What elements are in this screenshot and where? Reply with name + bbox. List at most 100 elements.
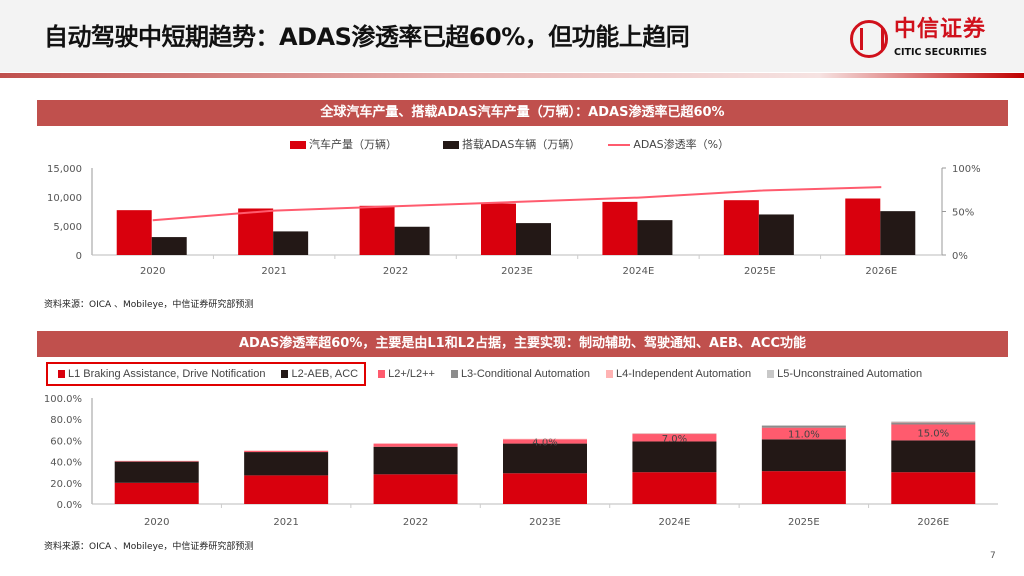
bar-segment: [114, 482, 199, 504]
bar-segment: [503, 473, 587, 504]
bar-segment: [891, 421, 976, 423]
legend-swatch: [608, 144, 631, 146]
bar-segment: [503, 439, 587, 444]
data-label: 15.0%: [917, 428, 949, 439]
legend-label: L5-Unconstrained Automation: [777, 368, 923, 380]
bar-adas: [516, 223, 551, 255]
legend-item: L1 Braking Assistance, Drive Notificatio…: [58, 367, 265, 381]
legend-swatch: [290, 141, 306, 149]
legend-swatch: [767, 370, 775, 378]
bar-production: [845, 198, 881, 255]
chart1: 0 5,000 10,000 15,000 0% 50% 100% 2020 2021 2022 2…: [47, 164, 981, 277]
chart2-legend: L1 Braking Assistance, Drive Notificatio…: [46, 362, 938, 386]
citic-logo-icon: [850, 20, 888, 58]
bar-production: [116, 210, 152, 255]
bar-production: [359, 205, 395, 255]
x-tick-label: 2026E: [865, 266, 897, 277]
bar-segment: [244, 452, 329, 476]
legend-label: L2-AEB, ACC: [291, 368, 359, 380]
x-tick-label: 2025E: [744, 266, 776, 277]
y-tick-label: 0: [76, 251, 82, 262]
data-label: 7.0%: [662, 434, 687, 445]
y-tick-label: 0.0%: [57, 500, 82, 511]
legend-swatch: [450, 370, 458, 378]
x-tick-label: 2021: [273, 517, 298, 528]
bar-segment: [244, 451, 329, 453]
y-tick-label: 40.0%: [50, 458, 82, 469]
y2-tick-label: 0%: [952, 251, 968, 262]
chart1-legend: 汽车产量（万辆） 搭载ADAS车辆（万辆） ADAS渗透率（%）: [290, 138, 745, 152]
bar-segment: [114, 461, 199, 483]
x-tick-label: 2026E: [917, 517, 949, 528]
bar-segment: [244, 475, 329, 504]
legend-item: L4-Independent Automation: [605, 367, 751, 381]
logo-text-cn: 中信证券: [894, 17, 987, 42]
bar-adas: [880, 211, 916, 255]
bar-adas: [394, 226, 430, 255]
x-tick-label: 2024E: [659, 517, 691, 528]
bar-segment: [761, 425, 846, 428]
bar-segment: [761, 427, 846, 440]
legend-label: ADAS渗透率（%）: [633, 138, 730, 151]
data-label: 4.0%: [532, 437, 557, 448]
legend-swatch: [58, 370, 65, 378]
bar-segment: [632, 434, 717, 442]
legend-label: 汽车产量（万辆）: [309, 138, 397, 151]
legend-item-adas: 搭载ADAS车辆（万辆）: [443, 138, 580, 152]
bar-segment: [891, 422, 976, 425]
bar-segment: [632, 472, 717, 504]
y-tick-label: 100.0%: [44, 394, 82, 405]
bar-segment: [503, 443, 587, 474]
bar-segment: [891, 421, 976, 422]
x-tick-label: 2020: [140, 266, 165, 277]
header-divider: [0, 73, 1024, 78]
chart2-source: 资料来源：OICA 、Mobileye，中信证券研究部预测: [44, 542, 254, 552]
x-tick-label: 2024E: [623, 266, 655, 277]
legend-item: L5-Unconstrained Automation: [767, 367, 922, 381]
bar-segment: [891, 440, 976, 473]
page-title: 自动驾驶中短期趋势：ADAS渗透率已超60%，但功能上趋同: [44, 23, 690, 51]
bar-segment: [373, 446, 458, 475]
bar-segment: [891, 472, 976, 504]
legend-highlight-box: L1 Braking Assistance, Drive Notificatio…: [46, 362, 367, 386]
legend-item: L2+/L2++: [378, 367, 435, 381]
bar-production: [723, 200, 759, 255]
legend-swatch: [378, 370, 386, 378]
legend-label: L3-Conditional Automation: [460, 368, 590, 380]
x-tick-label: 2021: [261, 266, 286, 277]
chart1-title: 全球汽车产量、搭载ADAS汽车产量（万辆）：ADAS渗透率已超60%: [37, 100, 1008, 126]
bar-segment: [761, 471, 846, 504]
x-tick-label: 2025E: [788, 517, 820, 528]
y2-tick-label: 100%: [952, 164, 981, 175]
y-tick-label: 15,000: [47, 164, 82, 175]
bar-segment: [632, 433, 717, 434]
chart2: 0.0% 20.0% 40.0% 60.0% 80.0% 100.0% 2020 2021 20…: [44, 394, 998, 528]
chart2-title: ADAS渗透率超60%，主要是由L1和L2占据，主要实现：制动辅助、驾驶通知、A…: [37, 331, 1008, 357]
y-tick-label: 60.0%: [50, 436, 82, 447]
x-tick-label: 2020: [144, 517, 169, 528]
page-number: 7: [990, 551, 996, 561]
bar-adas: [151, 237, 187, 255]
legend-label: 搭载ADAS车辆（万辆）: [462, 138, 581, 151]
citic-logo: 中信证券 CITIC SECURITIES: [850, 18, 1010, 62]
x-tick-label: 2023E: [501, 266, 533, 277]
y-tick-label: 80.0%: [50, 415, 82, 426]
y-tick-label: 10,000: [47, 193, 82, 204]
legend-item-production: 汽车产量（万辆）: [290, 138, 397, 152]
bar-adas: [273, 231, 309, 255]
data-label: 11.0%: [788, 430, 820, 441]
legend-label: L1 Braking Assistance, Drive Notificatio…: [68, 368, 266, 380]
bar-adas: [637, 220, 673, 255]
bar-adas: [758, 214, 794, 255]
legend-swatch: [443, 141, 459, 149]
bar-segment: [244, 450, 329, 451]
legend-swatch: [281, 370, 289, 378]
bar-production: [481, 203, 516, 255]
x-tick-label: 2022: [383, 266, 408, 277]
bar-segment: [632, 441, 717, 473]
bar-production: [238, 208, 274, 255]
y-tick-label: 20.0%: [50, 479, 82, 490]
x-tick-label: 2023E: [529, 517, 561, 528]
y2-tick-label: 50%: [952, 208, 974, 219]
bar-segment: [761, 439, 846, 472]
